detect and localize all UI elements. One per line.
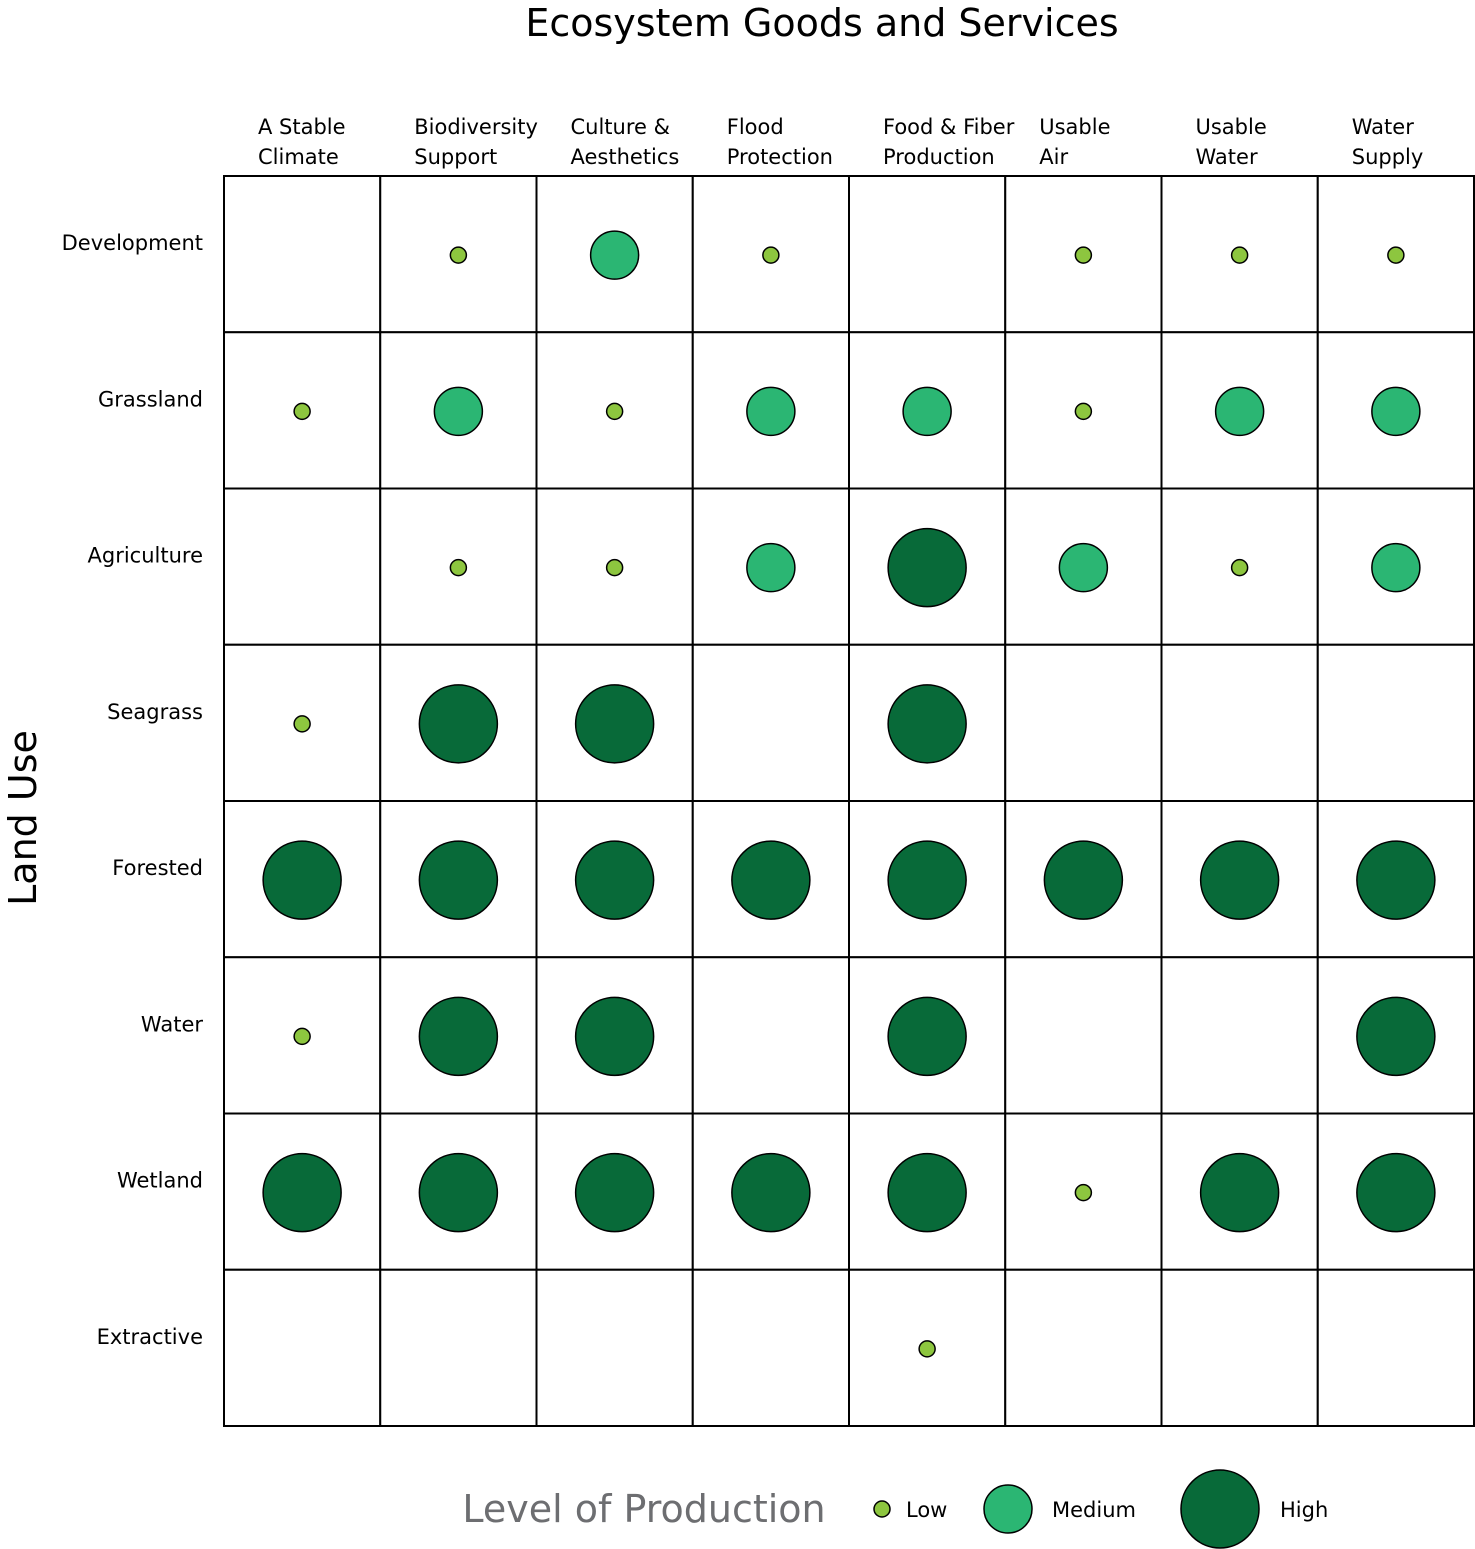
grid-cell <box>848 175 1007 334</box>
column-label: Biodiversity Support <box>414 115 538 169</box>
column-label: Flood Protection <box>727 115 833 169</box>
bubble-high <box>418 996 499 1077</box>
grid-cell <box>1160 643 1319 802</box>
y-axis-title: Land Use <box>1 730 45 906</box>
bubble-high <box>887 684 967 764</box>
bubble-medium <box>433 386 484 437</box>
bubble-high <box>1356 840 1436 920</box>
bubble-high <box>1356 996 1436 1077</box>
row-label: Wetland <box>117 1169 203 1193</box>
bubble-high <box>887 1152 967 1233</box>
bubble-medium <box>746 542 796 593</box>
grid-cell <box>1160 1268 1319 1427</box>
row-label: Forested <box>112 856 203 880</box>
bubble-high <box>574 1152 655 1233</box>
bubble-medium <box>746 386 796 437</box>
bubble-low <box>1230 246 1249 264</box>
legend-label-high: High <box>1280 1498 1328 1522</box>
bubbles <box>262 230 1436 1358</box>
bubble-high <box>574 840 655 920</box>
bubble-low <box>1074 1183 1093 1202</box>
bubble-low <box>605 558 624 577</box>
bubble-low <box>1230 558 1249 577</box>
legend-swatch-medium <box>983 1484 1033 1534</box>
row-label: Grassland <box>98 387 203 411</box>
bubble-high <box>887 527 967 608</box>
row-label: Development <box>62 231 203 255</box>
legend-swatch-low <box>873 1500 891 1518</box>
bubble-low <box>605 402 624 421</box>
bubble-high <box>418 840 499 920</box>
row-label: Water <box>141 1012 203 1036</box>
grid-cell <box>223 175 382 334</box>
legend-label-medium: Medium <box>1052 1498 1136 1522</box>
bubble-low <box>1074 402 1093 421</box>
bubble-high <box>262 840 342 920</box>
bubble-high <box>262 1152 342 1233</box>
bubble-high <box>1199 840 1280 920</box>
bubble-low <box>1387 246 1405 264</box>
grid-cell <box>379 331 538 490</box>
grid-cell <box>1316 1268 1475 1427</box>
bubble-high <box>731 1152 811 1233</box>
bubble-low <box>918 1340 936 1358</box>
grid-cell <box>379 1268 538 1427</box>
grid-cell <box>691 643 850 802</box>
grid-cell <box>223 487 382 646</box>
bubble-high <box>574 684 655 764</box>
grid-cell <box>691 956 850 1115</box>
grid-cell <box>1004 1268 1163 1427</box>
bubble-high <box>887 996 967 1077</box>
bubble-medium <box>1058 542 1109 593</box>
bubble-low <box>1074 246 1093 264</box>
bubble-medium <box>902 386 952 437</box>
bubble-high <box>574 996 655 1077</box>
bubble-medium <box>1214 386 1265 437</box>
column-label: A Stable Climate <box>258 115 346 169</box>
bubble-medium <box>589 230 640 280</box>
legend-title: Level of Production <box>462 1487 825 1531</box>
bubble-low <box>293 715 311 733</box>
chart-title: Ecosystem Goods and Services <box>525 1 1118 45</box>
bubble-high <box>887 840 967 920</box>
row-label: Seagrass <box>107 700 203 724</box>
bubble-low <box>293 1027 311 1046</box>
bubble-low <box>293 402 311 421</box>
bubble-low <box>449 246 468 264</box>
grid-cell <box>223 1112 382 1271</box>
legend: Level of Production Low Medium High <box>462 1469 1328 1549</box>
legend-label-low: Low <box>906 1498 947 1522</box>
bubble-high <box>418 1152 499 1233</box>
bubble-high <box>1356 1152 1436 1233</box>
row-labels: Development Grassland Agriculture Seagrass F… <box>62 231 204 1349</box>
row-label: Agriculture <box>88 544 204 568</box>
matrix-grid <box>223 175 1475 1427</box>
bubble-medium <box>1371 386 1421 437</box>
column-label: Usable Air <box>1039 115 1110 169</box>
grid-cell <box>1004 956 1163 1115</box>
column-label: Culture & Aesthetics <box>571 115 680 169</box>
bubble-low <box>449 558 468 577</box>
grid-cell <box>223 643 382 802</box>
grid-cell <box>223 1268 382 1427</box>
bubble-medium <box>1371 542 1421 593</box>
grid-cell <box>1160 956 1319 1115</box>
grid-cell <box>691 1268 850 1427</box>
column-label: Water Supply <box>1352 115 1424 169</box>
row-label: Extractive <box>97 1325 203 1349</box>
bubble-high <box>731 840 811 920</box>
bubble-high <box>1043 840 1124 920</box>
bubble-high <box>418 684 499 764</box>
bubble-high <box>1199 1152 1280 1233</box>
column-label: Food & Fiber Production <box>883 115 1015 169</box>
legend-swatch-high <box>1180 1469 1260 1549</box>
column-label: Usable Water <box>1196 115 1267 169</box>
column-labels: A Stable Climate Biodiversity Support Cultur… <box>258 115 1423 169</box>
grid-cell <box>535 1268 694 1427</box>
bubble-low <box>762 246 780 264</box>
grid-cell <box>1316 331 1475 490</box>
grid-cell <box>1316 643 1475 802</box>
grid-cell <box>1004 643 1163 802</box>
